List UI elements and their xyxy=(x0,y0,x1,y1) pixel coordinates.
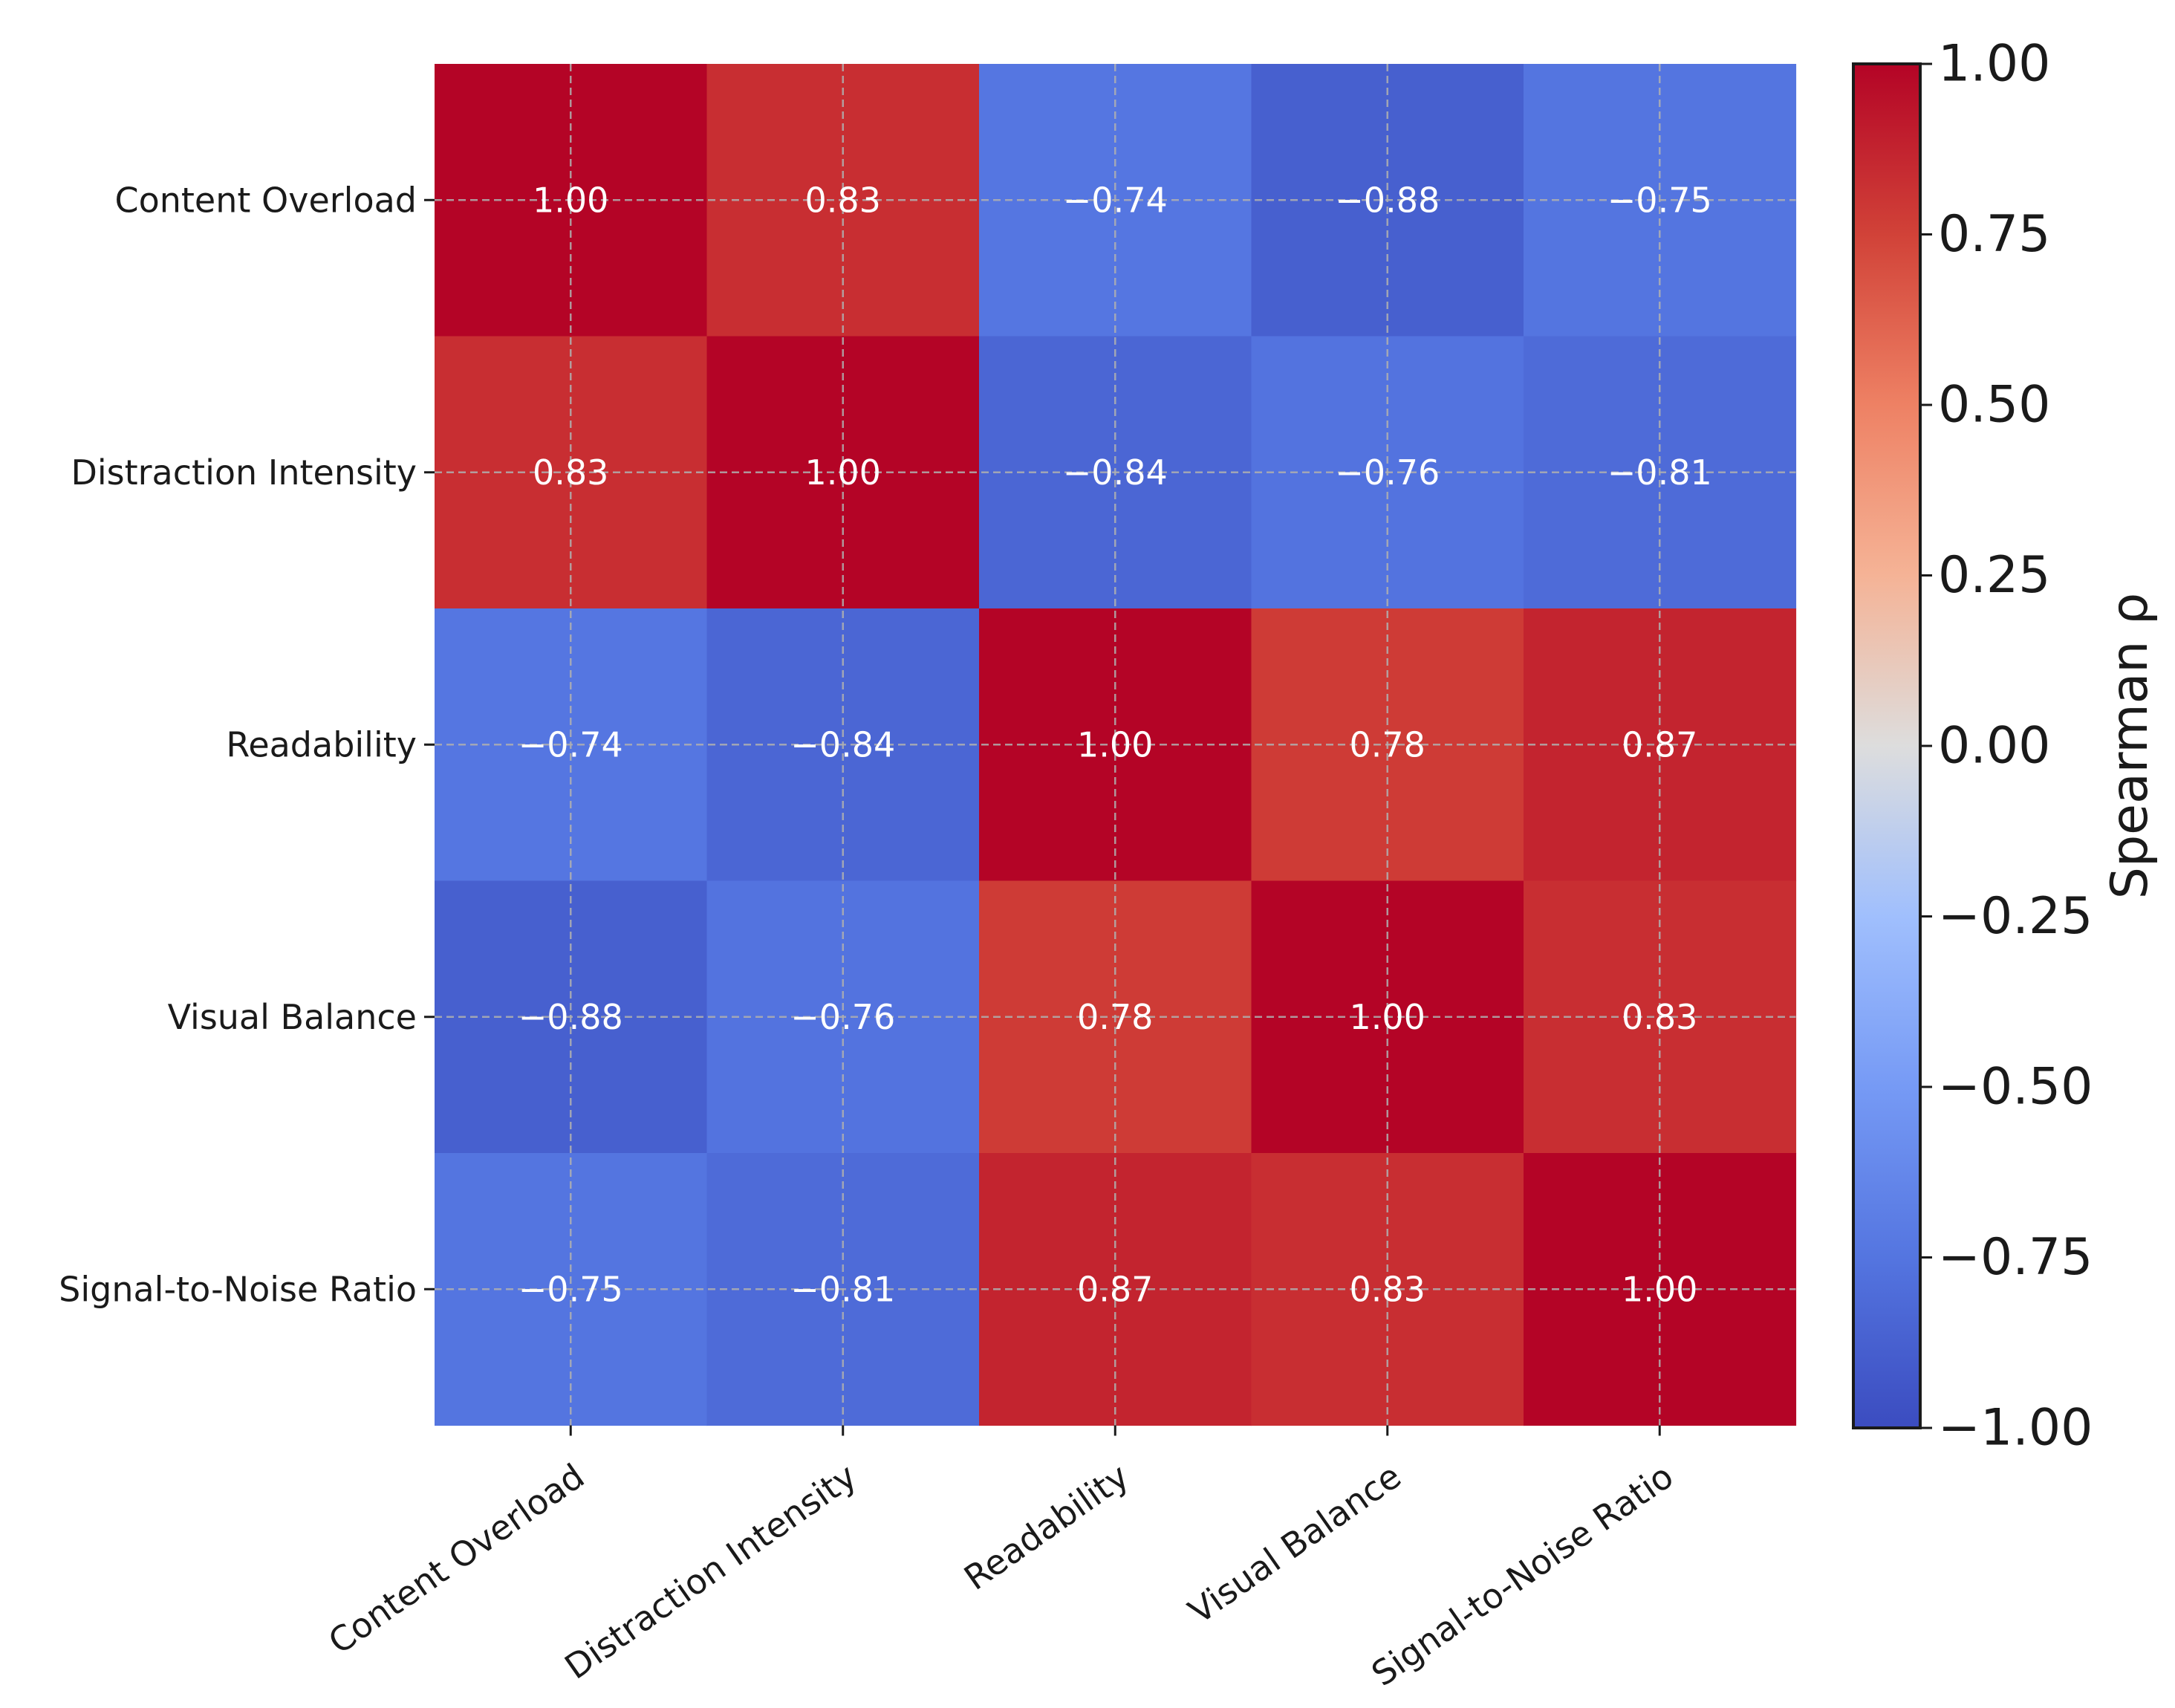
col-label-3: Visual Balance xyxy=(1181,1455,1408,1631)
cell-value-r0-c4: −0.75 xyxy=(1607,180,1712,220)
colorbar-ticks: 1.00 0.75 0.50 0.25 0.00 −0.25 −0.50 −0.75 −1.00 xyxy=(1920,35,2093,1458)
colorbar-tick-label-5: −0.25 xyxy=(1938,887,2093,946)
colorbar-gradient xyxy=(1852,62,1922,1429)
cell-value-r2-c4: 0.87 xyxy=(1622,724,1697,764)
cell-value-r2-c2: 1.00 xyxy=(1077,724,1153,764)
colorbar: 1.00 0.75 0.50 0.25 0.00 −0.25 −0.50 −0.75 −1.00… xyxy=(1852,35,2159,1458)
cell-value-r4-c4: 1.00 xyxy=(1622,1269,1697,1309)
row-label-1: Distraction Intensity xyxy=(71,452,417,493)
cell-value-r3-c2: 0.78 xyxy=(1077,997,1153,1037)
row-label-2: Readability xyxy=(226,724,417,764)
colorbar-tick-label-6: −0.50 xyxy=(1938,1058,2093,1117)
colorbar-tick-label-2: 0.50 xyxy=(1938,376,2050,435)
cell-value-r3-c1: −0.76 xyxy=(790,997,895,1037)
cell-value-r4-c1: −0.81 xyxy=(790,1269,895,1309)
col-label-4: Signal-to-Noise Ratio xyxy=(1365,1455,1681,1694)
colorbar-label: Spearman ρ xyxy=(2101,593,2159,899)
colorbar-tick-label-1: 0.75 xyxy=(1938,205,2050,264)
cell-value-r0-c3: −0.88 xyxy=(1335,180,1440,220)
cell-value-r1-c0: 0.83 xyxy=(533,452,608,493)
cell-value-r1-c4: −0.81 xyxy=(1607,452,1712,493)
y-axis: Content Overload Distraction Intensity Rea… xyxy=(59,180,435,1309)
gridlines xyxy=(435,64,1796,1426)
cell-value-r3-c3: 1.00 xyxy=(1350,997,1425,1037)
cell-value-r4-c2: 0.87 xyxy=(1077,1269,1153,1309)
cell-value-r1-c3: −0.76 xyxy=(1335,452,1440,493)
row-label-3: Visual Balance xyxy=(168,997,417,1037)
colorbar-tick-label-0: 1.00 xyxy=(1938,35,2050,94)
col-label-2: Readability xyxy=(957,1455,1136,1597)
colorbar-tick-label-7: −0.75 xyxy=(1938,1228,2093,1287)
cell-value-r3-c4: 0.83 xyxy=(1622,997,1697,1037)
row-label-4: Signal-to-Noise Ratio xyxy=(59,1269,417,1309)
colorbar-tick-label-8: −1.00 xyxy=(1938,1399,2093,1458)
col-label-1: Distraction Intensity xyxy=(557,1455,863,1686)
cell-value-r0-c0: 1.00 xyxy=(533,180,608,220)
cell-value-r1-c2: −0.84 xyxy=(1063,452,1168,493)
cell-value-r0-c1: 0.83 xyxy=(805,180,881,220)
col-label-0: Content Overload xyxy=(321,1455,591,1661)
cell-value-r2-c0: −0.74 xyxy=(518,724,623,764)
cell-value-r2-c3: 0.78 xyxy=(1350,724,1425,764)
cell-value-r4-c0: −0.75 xyxy=(518,1269,623,1309)
row-label-0: Content Overload xyxy=(114,180,417,220)
cell-value-r3-c0: −0.88 xyxy=(518,997,623,1037)
cell-value-r1-c1: 1.00 xyxy=(805,452,881,493)
cell-value-r4-c3: 0.83 xyxy=(1350,1269,1425,1309)
cell-value-labels: 1.00 0.83 −0.74 −0.88 −0.75 0.83 1.00 −0.84 −0.7… xyxy=(518,180,1712,1309)
colorbar-tick-label-3: 0.25 xyxy=(1938,546,2050,605)
colorbar-tick-label-4: 0.00 xyxy=(1938,717,2050,776)
cell-value-r0-c2: −0.74 xyxy=(1063,180,1168,220)
cell-value-r2-c1: −0.84 xyxy=(790,724,895,764)
